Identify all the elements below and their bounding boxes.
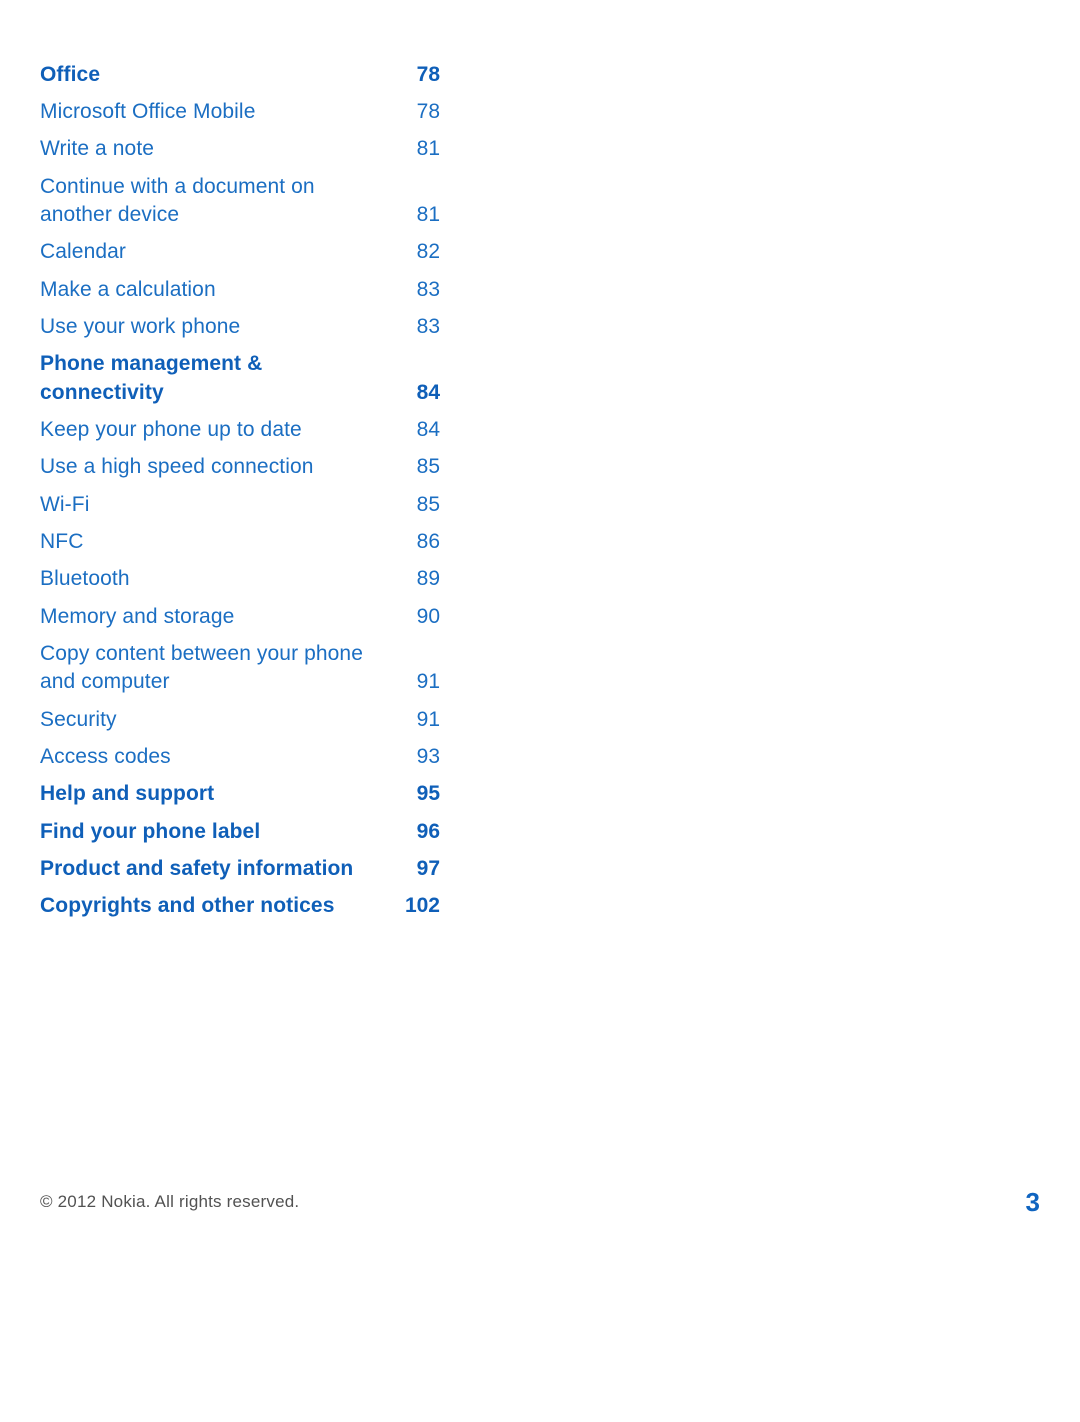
toc-entry[interactable]: Security 91 bbox=[40, 701, 440, 738]
toc-entry-label[interactable]: Wi-Fi bbox=[40, 491, 89, 519]
toc-entry-label[interactable]: Access codes bbox=[40, 743, 171, 771]
toc-entry[interactable]: Keep your phone up to date 84 bbox=[40, 411, 440, 448]
toc-entry[interactable]: Wi-Fi 85 bbox=[40, 486, 440, 523]
toc-entry-page[interactable]: 85 bbox=[400, 453, 440, 481]
toc-entry-page[interactable]: 83 bbox=[400, 276, 440, 304]
toc-entry-label[interactable]: Security bbox=[40, 706, 117, 734]
toc-entry-label[interactable]: Microsoft Office Mobile bbox=[40, 98, 255, 126]
toc-entry-page[interactable]: 89 bbox=[400, 565, 440, 593]
toc-entry[interactable]: Continue with a document on another devi… bbox=[40, 168, 440, 234]
toc-entry[interactable]: Bluetooth 89 bbox=[40, 561, 440, 598]
toc-entry-label[interactable]: Use your work phone bbox=[40, 313, 240, 341]
toc-entry[interactable]: Phone management & connectivity 84 bbox=[40, 346, 440, 412]
toc-entry-label[interactable]: Calendar bbox=[40, 238, 126, 266]
toc-entry-page[interactable]: 84 bbox=[400, 416, 440, 444]
toc-entry-label[interactable]: NFC bbox=[40, 528, 83, 556]
toc-entry-label[interactable]: Help and support bbox=[40, 780, 214, 808]
toc-entry-label[interactable]: Copy content between your phone and comp… bbox=[40, 640, 380, 697]
toc-entry-page[interactable]: 83 bbox=[400, 313, 440, 341]
toc-entry-label[interactable]: Product and safety information bbox=[40, 855, 353, 883]
toc-entry-page[interactable]: 78 bbox=[400, 61, 440, 89]
toc-entry[interactable]: Make a calculation 83 bbox=[40, 271, 440, 308]
toc-entry-page[interactable]: 82 bbox=[400, 238, 440, 266]
toc-entry-label[interactable]: Use a high speed connection bbox=[40, 453, 314, 481]
toc-entry[interactable]: Copy content between your phone and comp… bbox=[40, 636, 440, 702]
toc-entry-label[interactable]: Continue with a document on another devi… bbox=[40, 173, 380, 230]
toc-entry[interactable]: Microsoft Office Mobile 78 bbox=[40, 93, 440, 130]
toc-entry[interactable]: Copyrights and other notices 102 bbox=[40, 888, 440, 925]
toc-entry[interactable]: Access codes 93 bbox=[40, 739, 440, 776]
toc-entry-label[interactable]: Bluetooth bbox=[40, 565, 130, 593]
toc-entry-page[interactable]: 97 bbox=[400, 855, 440, 883]
toc-entry-label[interactable]: Find your phone label bbox=[40, 818, 260, 846]
toc-entry-page[interactable]: 93 bbox=[400, 743, 440, 771]
toc-entry-page[interactable]: 81 bbox=[400, 201, 440, 229]
toc-entry-label[interactable]: Phone management & connectivity bbox=[40, 350, 380, 407]
page-number: 3 bbox=[1026, 1187, 1040, 1218]
toc-entry-page[interactable]: 78 bbox=[400, 98, 440, 126]
toc-entry[interactable]: Help and support 95 bbox=[40, 776, 440, 813]
toc-entry-page[interactable]: 86 bbox=[400, 528, 440, 556]
toc-entry-page[interactable]: 84 bbox=[400, 379, 440, 407]
toc-entry-label[interactable]: Memory and storage bbox=[40, 603, 234, 631]
toc-entry-page[interactable]: 81 bbox=[400, 135, 440, 163]
toc-entry-page[interactable]: 102 bbox=[400, 892, 440, 920]
toc-entry-label[interactable]: Write a note bbox=[40, 135, 154, 163]
copyright-text: © 2012 Nokia. All rights reserved. bbox=[40, 1192, 299, 1211]
toc-entry-page[interactable]: 91 bbox=[400, 668, 440, 696]
toc-entry[interactable]: Memory and storage 90 bbox=[40, 598, 440, 635]
toc-entry[interactable]: Write a note 81 bbox=[40, 131, 440, 168]
toc-entry-label[interactable]: Keep your phone up to date bbox=[40, 416, 302, 444]
toc-entry[interactable]: Use your work phone 83 bbox=[40, 308, 440, 345]
toc-entry-page[interactable]: 90 bbox=[400, 603, 440, 631]
toc-entry-label[interactable]: Make a calculation bbox=[40, 276, 216, 304]
toc-entry[interactable]: Calendar 82 bbox=[40, 234, 440, 271]
toc-entry-page[interactable]: 85 bbox=[400, 491, 440, 519]
toc-entry[interactable]: Use a high speed connection 85 bbox=[40, 449, 440, 486]
page-footer: © 2012 Nokia. All rights reserved. 3 bbox=[40, 1192, 1040, 1212]
toc-entry-page[interactable]: 91 bbox=[400, 706, 440, 734]
toc-entry-label[interactable]: Office bbox=[40, 61, 100, 89]
toc-entry[interactable]: NFC 86 bbox=[40, 523, 440, 560]
toc-entry-label[interactable]: Copyrights and other notices bbox=[40, 892, 335, 920]
toc-entry[interactable]: Find your phone label 96 bbox=[40, 813, 440, 850]
document-page: Office 78 Microsoft Office Mobile 78 Write a… bbox=[0, 0, 1080, 1422]
toc-entry[interactable]: Product and safety information 97 bbox=[40, 851, 440, 888]
toc-entry[interactable]: Office 78 bbox=[40, 56, 440, 93]
toc-entry-page[interactable]: 96 bbox=[400, 818, 440, 846]
table-of-contents: Office 78 Microsoft Office Mobile 78 Write a… bbox=[40, 56, 440, 925]
toc-entry-page[interactable]: 95 bbox=[400, 780, 440, 808]
